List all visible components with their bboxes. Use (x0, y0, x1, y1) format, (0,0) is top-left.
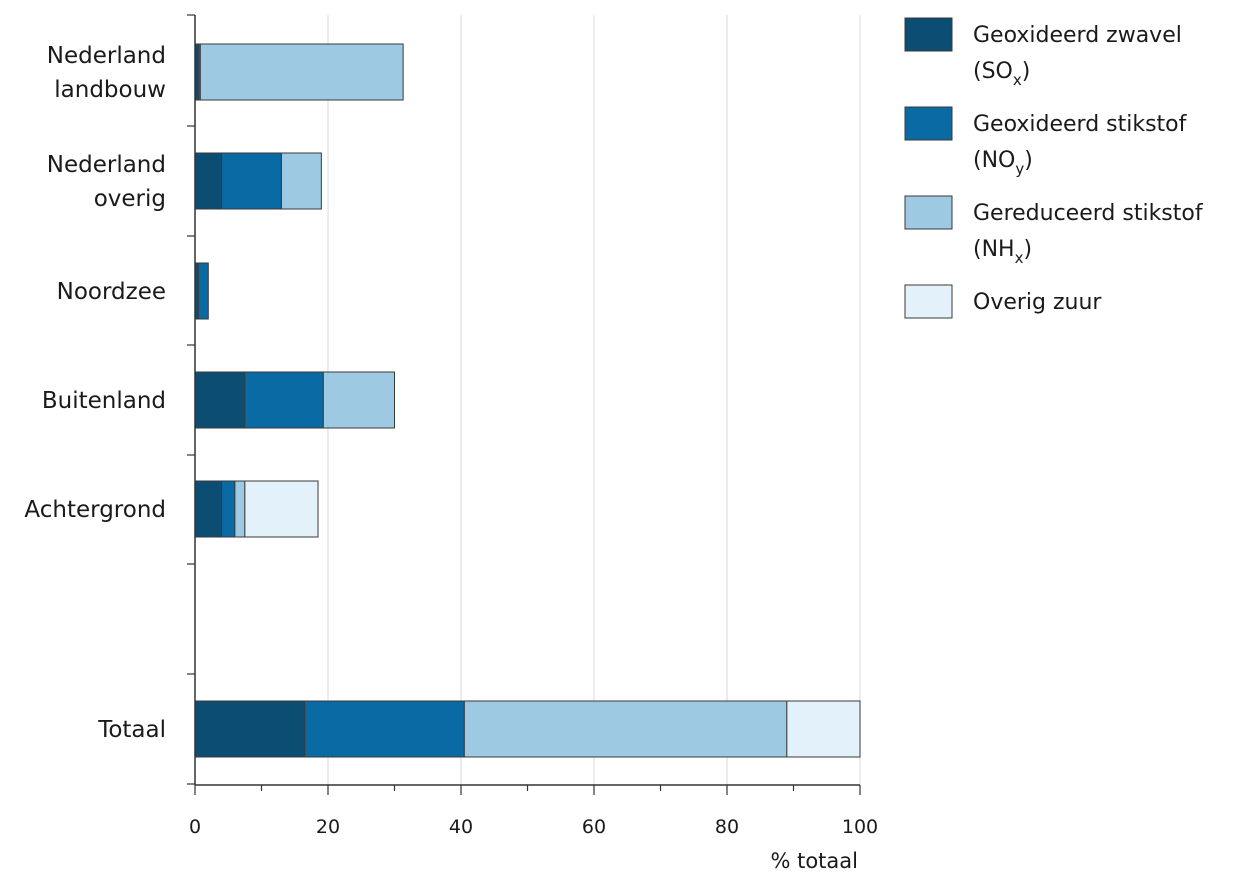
bar-segment (194, 152, 223, 210)
bar-segment (244, 480, 319, 538)
gridlines (327, 15, 861, 785)
axes: 0 20 40 60 80 100 (187, 14, 878, 838)
bar-segment (234, 480, 246, 538)
legend-swatch (904, 284, 953, 319)
category-label: Achtergrond (24, 497, 166, 523)
legend-swatch (904, 17, 953, 52)
bar-segment (322, 371, 395, 429)
legend-label: Overig zuur (973, 290, 1102, 315)
legend-label-formula: (NOy) (973, 148, 1033, 178)
x-tick-label: 40 (449, 816, 473, 838)
bar-segment (194, 371, 246, 429)
legend-swatch (904, 195, 953, 230)
legend-label: Gereduceerd stikstof (973, 201, 1204, 226)
legend-label: Geoxideerd zwavel (973, 23, 1182, 48)
x-tick-label: 20 (316, 816, 340, 838)
category-label: Buitenland (42, 388, 166, 414)
legend-label: Geoxideerd stikstof (973, 112, 1188, 137)
bar-segment (221, 152, 282, 210)
bar-segment (786, 700, 861, 758)
bar-segment (304, 700, 465, 758)
bars (194, 43, 861, 758)
bar-segment (197, 262, 209, 320)
x-tick-label: 100 (842, 816, 878, 838)
bar-segment (280, 152, 322, 210)
category-label: Totaal (97, 717, 166, 743)
category-label: Nederland (47, 152, 166, 178)
bar-segment (194, 480, 223, 538)
bar-segment (199, 43, 404, 101)
legend-label-formula: (NHx) (973, 237, 1032, 267)
category-label: Nederland (47, 43, 166, 69)
category-label: Noordzee (57, 279, 166, 305)
category-label: landbouw (54, 77, 166, 103)
legend: Geoxideerd zwavel (SOx) Geoxideerd stiksto… (904, 17, 1204, 319)
x-tick-label: 0 (189, 816, 201, 838)
legend-label-formula: (SOx) (973, 59, 1030, 89)
bar-segment (244, 371, 324, 429)
category-label: overig (94, 186, 166, 212)
category-labels: Nederland landbouw Nederland overig Noordzee… (24, 43, 166, 743)
legend-swatch (904, 106, 953, 141)
x-tick-label: 60 (582, 816, 606, 838)
bar-segment (221, 480, 236, 538)
x-axis-title: % totaal (770, 849, 858, 873)
x-tick-label: 80 (715, 816, 739, 838)
bar-segment (194, 700, 306, 758)
bar-segment (463, 700, 788, 758)
